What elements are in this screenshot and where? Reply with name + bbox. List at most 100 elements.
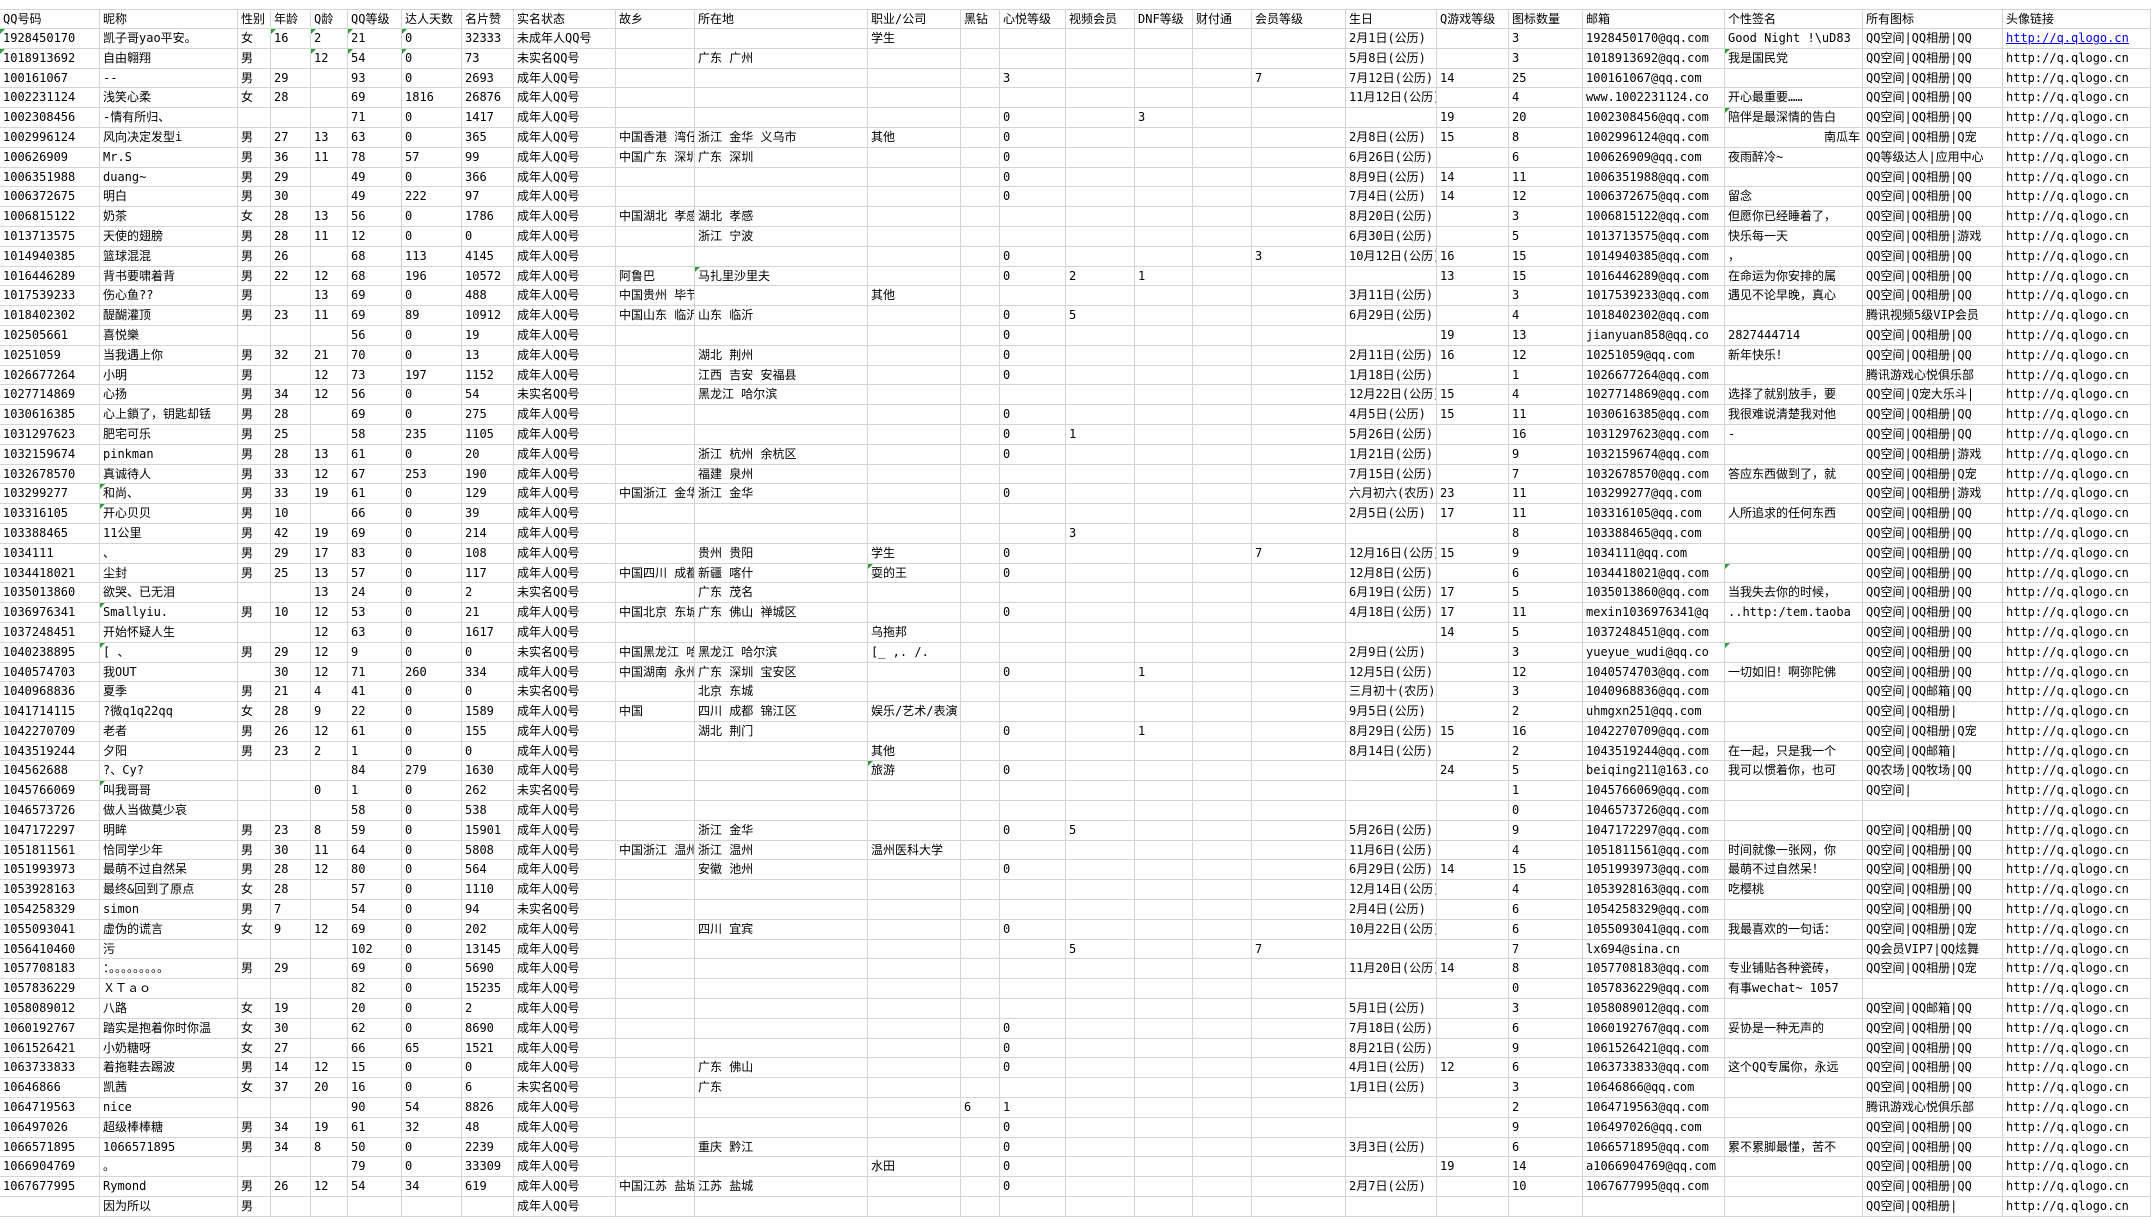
cell-age[interactable]: 7 [271,900,311,920]
cell-icons[interactable] [1863,979,2003,1000]
cell-vid[interactable] [1066,543,1135,564]
cell-hz[interactable] [961,365,1000,386]
cell-status[interactable]: 成年人QQ号 [514,325,616,346]
cell-hz[interactable] [961,207,1000,227]
cell-vid[interactable] [1066,603,1135,623]
cell-lvl[interactable]: 9 [348,642,402,663]
cell-zan[interactable]: 94 [462,900,514,920]
cell-loc[interactable]: 黑龙江 哈尔滨 [695,642,868,663]
cell-dnf[interactable] [1135,147,1193,168]
cell-sex[interactable]: 男 [238,523,271,544]
cell-lvl[interactable]: 69 [348,306,402,326]
cell-qage[interactable]: 12 [311,721,348,742]
cell-link[interactable]: http://q.qlogo.cn [2003,1177,2151,1198]
cell-sex[interactable]: 男 [238,345,271,366]
cell-icn[interactable]: 3 [1509,999,1583,1019]
cell-status[interactable]: 成年人QQ号 [514,127,616,148]
cell-vid[interactable] [1066,484,1135,505]
cell-home[interactable]: 中国四川 成都 [616,563,695,584]
cell-icons[interactable]: QQ空间|QQ相册|QQ [1863,1078,2003,1099]
cell-home[interactable] [616,1197,695,1217]
cell-nick[interactable]: 喜悦樂 [100,325,238,346]
cell-loc[interactable]: 浙江 宁波 [695,226,868,247]
cell-status[interactable]: 成年人QQ号 [514,1177,616,1198]
cell-loc[interactable] [695,88,868,109]
cell-mail[interactable]: 1063733833@qq.com [1583,1058,1725,1079]
cell-link[interactable]: http://q.qlogo.cn [2003,741,2151,762]
cell-bday[interactable] [1346,266,1437,287]
cell-nick[interactable]: 我OUT [100,662,238,683]
cell-xy[interactable] [1000,939,1066,960]
cell-status[interactable]: 成年人QQ号 [514,999,616,1019]
cell-age[interactable] [271,583,311,604]
cell-zan[interactable]: 0 [462,741,514,762]
cell-zan[interactable]: 214 [462,523,514,544]
cell-vid[interactable] [1066,246,1135,267]
cell-dnf[interactable] [1135,187,1193,208]
cell-lvl[interactable]: 79 [348,1157,402,1178]
cell-loc[interactable]: 广东 深圳 宝安区 [695,662,868,683]
cell-sig[interactable]: 遇见不论早晚，真心 [1725,286,1863,307]
cell-vip[interactable] [1252,682,1346,703]
cell-bday[interactable] [1346,1197,1437,1217]
cell-lvl[interactable]: 50 [348,1137,402,1158]
cell-sig[interactable] [1725,702,1863,722]
cell-hz[interactable] [961,1177,1000,1198]
cell-qage[interactable]: 13 [311,207,348,227]
cell-qq[interactable]: 1056410460 [0,939,100,960]
cell-status[interactable]: 成年人QQ号 [514,860,616,881]
cell-qg[interactable] [1437,1197,1509,1217]
cell-home[interactable] [616,187,695,208]
cell-zan[interactable]: 1521 [462,1038,514,1059]
cell-lvl[interactable]: 90 [348,1098,402,1118]
cell-loc[interactable] [695,1197,868,1217]
cell-loc[interactable]: 浙江 温州 [695,840,868,861]
cell-daren[interactable]: 222 [402,187,462,208]
cell-sig[interactable]: 当我失去你的时候， [1725,583,1863,604]
cell-xy[interactable] [1000,48,1066,69]
cell-zan[interactable]: 155 [462,721,514,742]
cell-link[interactable]: http://q.qlogo.cn [2003,642,2151,663]
cell-qg[interactable] [1437,1018,1509,1039]
cell-xy[interactable] [1000,583,1066,604]
cell-icn[interactable]: 3 [1509,682,1583,703]
cell-icons[interactable]: QQ空间|QQ相册|QQ [1863,325,2003,346]
cell-zan[interactable]: 4145 [462,246,514,267]
cell-bday[interactable] [1346,979,1437,1000]
cell-daren[interactable]: 0 [402,979,462,1000]
cell-qg[interactable]: 15 [1437,127,1509,148]
cell-job[interactable]: 娱乐/艺术/表演 [868,702,961,722]
cell-icons[interactable]: QQ农场|QQ牧场|QQ [1863,761,2003,782]
cell-status[interactable]: 成年人QQ号 [514,464,616,485]
cell-zan[interactable]: 26876 [462,88,514,109]
cell-qage[interactable]: 12 [311,1058,348,1079]
cell-link[interactable]: http://q.qlogo.cn [2003,721,2151,742]
cell-vid[interactable] [1066,29,1135,49]
cell-sig[interactable]: 有事wechat~ 1057 [1725,979,1863,1000]
cell-qg[interactable] [1437,226,1509,247]
cell-status[interactable]: 成年人QQ号 [514,1058,616,1079]
cell-mail[interactable]: 1058089012@qq.com [1583,999,1725,1019]
cell-icn[interactable]: 3 [1509,48,1583,69]
cell-qq[interactable]: 1043519244 [0,741,100,762]
cell-hz[interactable] [961,286,1000,307]
cell-icn[interactable]: 4 [1509,306,1583,326]
cell-qq[interactable]: 1057708183 [0,959,100,980]
cell-age[interactable] [271,939,311,960]
cell-sig[interactable] [1725,167,1863,188]
cell-mail[interactable]: 1928450170@qq.com [1583,29,1725,49]
cell-zan[interactable]: 1152 [462,365,514,386]
cell-age[interactable]: 37 [271,1078,311,1099]
cell-loc[interactable] [695,1018,868,1039]
cell-vip[interactable] [1252,761,1346,782]
cell-cft[interactable] [1193,721,1252,742]
cell-hz[interactable] [961,187,1000,208]
cell-home[interactable]: 中国江苏 盐城 [616,1177,695,1198]
cell-home[interactable] [616,1157,695,1178]
cell-mail[interactable]: yueyue_wudi@qq.co [1583,642,1725,663]
cell-cft[interactable] [1193,900,1252,920]
cell-lvl[interactable]: 64 [348,840,402,861]
cell-qq[interactable]: 1064719563 [0,1098,100,1118]
cell-job[interactable] [868,959,961,980]
cell-xy[interactable] [1000,642,1066,663]
